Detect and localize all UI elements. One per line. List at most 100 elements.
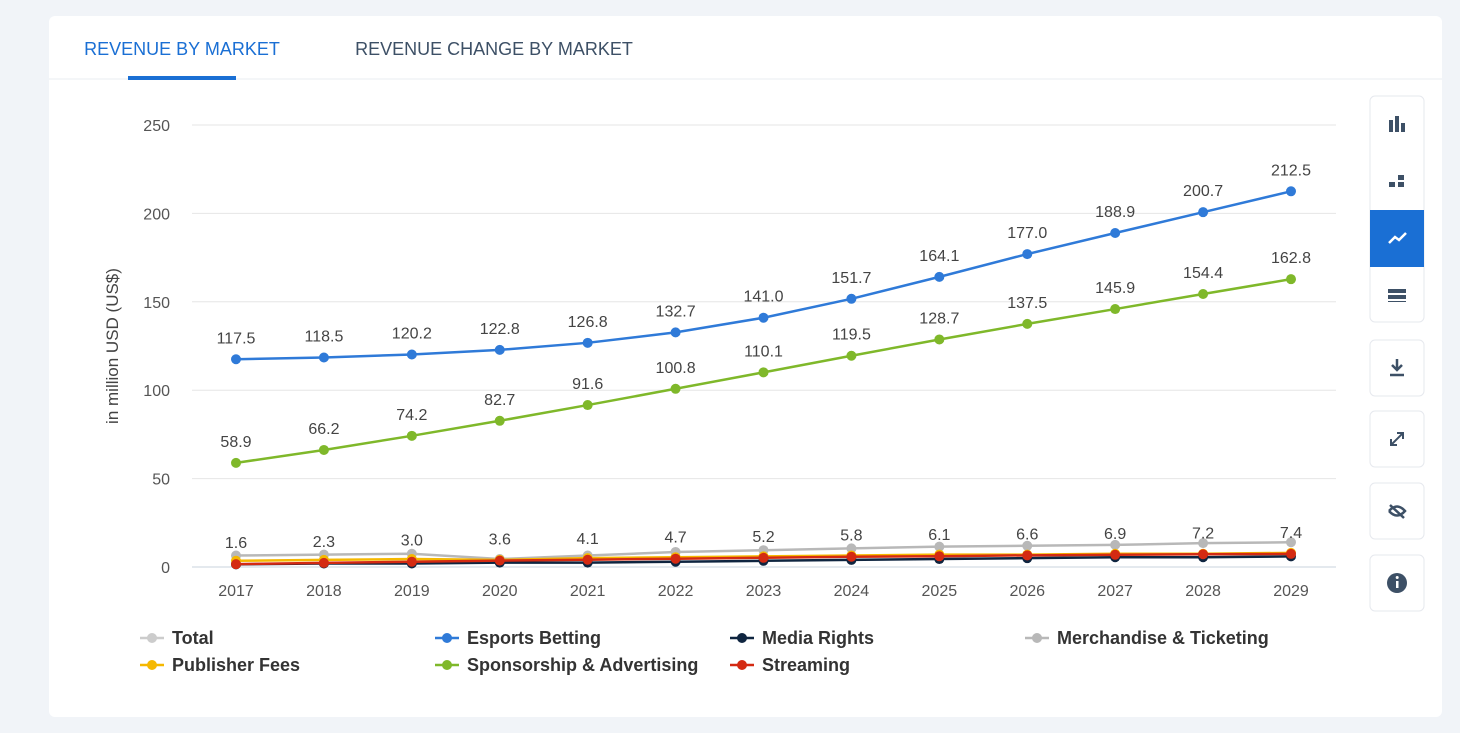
data-label: 7.2 [1192,525,1214,542]
data-label: 126.8 [568,314,608,331]
legend-item[interactable]: Publisher Fees [140,655,300,675]
x-tick-label: 2018 [306,583,342,600]
info-icon-bar [1396,581,1399,588]
bar-chart-button[interactable] [1389,116,1405,132]
tab-underline [128,76,236,80]
legend-marker [442,633,452,643]
data-label: 91.6 [572,376,603,393]
legend-label: Esports Betting [467,628,601,648]
point [846,543,857,554]
fullscreen-icon [1390,432,1404,446]
legend-marker [147,633,157,643]
x-tick-label: 2019 [394,583,430,600]
point [1286,274,1296,285]
data-label: 188.9 [1095,204,1135,221]
line-icon [1388,232,1407,244]
legend-marker [442,660,452,670]
data-label: 82.7 [484,392,515,409]
point [494,415,505,426]
data-label: 122.8 [480,321,520,338]
point [934,334,945,345]
legend-marker [1032,633,1042,643]
data-label: 110.1 [744,343,783,360]
data-label: 200.7 [1183,183,1223,200]
hide-icon [1388,504,1407,519]
data-label: 141.0 [743,289,783,306]
point [1022,540,1033,551]
point [494,555,505,566]
data-label: 4.1 [577,531,599,548]
data-label: 6.1 [928,527,950,544]
point [582,554,593,565]
point [494,344,505,355]
data-label: 4.7 [664,530,686,547]
legend-label: Streaming [762,655,850,675]
x-tick-label: 2027 [1097,583,1133,600]
data-label: 120.2 [392,325,432,342]
data-label: 212.5 [1271,162,1311,179]
info-icon-dot [1395,576,1399,579]
point [1022,249,1033,260]
y-tick-label: 100 [143,383,170,400]
series [231,274,1296,468]
table-button[interactable] [1388,289,1406,302]
point [1286,537,1296,548]
stacked-chart-button[interactable] [1389,175,1404,187]
data-label: 132.7 [656,303,696,320]
x-tick-label: 2025 [922,583,958,600]
point [670,553,681,564]
data-label: 6.9 [1104,526,1126,543]
point [1198,549,1209,560]
data-label: 145.9 [1095,280,1135,297]
data-label: 7.4 [1280,525,1302,542]
x-tick-label: 2026 [1009,583,1045,600]
data-label: 1.6 [225,535,247,552]
legend-item[interactable]: Streaming [730,655,850,675]
legend-marker [737,660,747,670]
data-label: 58.9 [220,434,251,451]
point [1286,186,1296,197]
legend-item[interactable]: Merchandise & Ticketing [1025,628,1269,648]
data-label: 154.4 [1183,265,1223,282]
legend-item[interactable]: Media Rights [730,628,874,648]
point [758,312,769,323]
data-label: 5.2 [752,529,774,546]
legend-item[interactable]: Total [140,628,214,648]
point [1110,549,1121,560]
y-tick-label: 150 [143,295,170,312]
data-label: 66.2 [308,421,339,438]
legend-marker [737,633,747,643]
x-tick-label: 2020 [482,583,518,600]
point [846,551,857,562]
data-label: 119.5 [832,327,871,344]
legend-marker [147,660,157,670]
point [1110,228,1121,239]
tab[interactable]: REVENUE CHANGE BY MARKET [355,39,633,59]
card [49,16,1442,717]
series [231,186,1296,365]
data-label: 74.2 [396,407,427,424]
point [231,354,241,365]
point [231,559,241,570]
point [582,400,593,411]
data-label: 151.7 [831,270,871,287]
point [318,557,329,568]
data-label: 100.8 [656,360,696,377]
y-tick-label: 250 [143,118,170,135]
tab-active[interactable]: REVENUE BY MARKET [84,39,280,59]
data-label: 2.3 [313,534,335,551]
point [406,430,417,441]
x-tick-label: 2021 [570,583,606,600]
point [1286,548,1296,559]
data-label: 5.8 [840,528,862,545]
y-tick-label: 200 [143,206,170,223]
x-tick-label: 2023 [746,583,782,600]
data-label: 3.6 [489,532,511,549]
data-label: 164.1 [919,248,959,265]
x-tick-label: 2028 [1185,583,1221,600]
data-label: 117.5 [217,330,256,347]
x-tick-label: 2024 [834,583,870,600]
legend-item[interactable]: Sponsorship & Advertising [435,655,698,675]
x-tick-label: 2029 [1273,583,1309,600]
legend-item[interactable]: Esports Betting [435,628,601,648]
